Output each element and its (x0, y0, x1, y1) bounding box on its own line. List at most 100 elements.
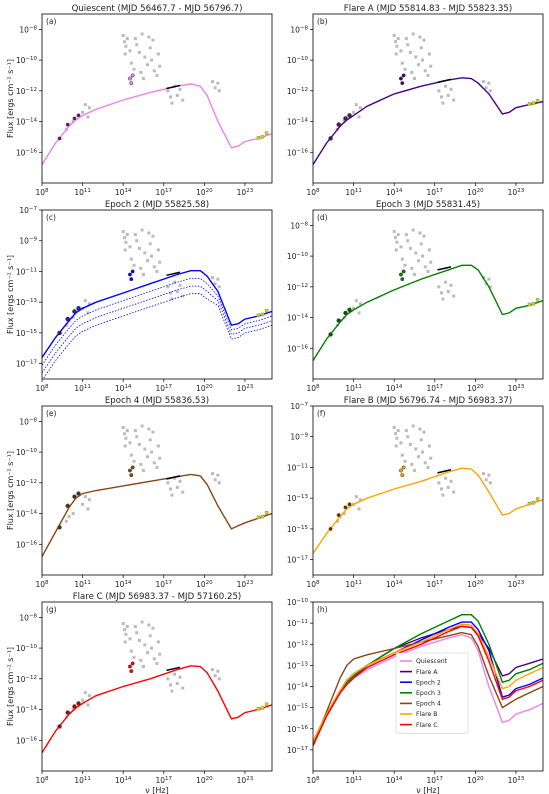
archival-point (216, 81, 220, 85)
sed-panel-2: Flare A (MJD 55814.83 - MJD 55823.35) 108… (287, 4, 544, 197)
archival-point (418, 35, 422, 39)
archival-point (87, 694, 91, 698)
panel-letter: (h) (317, 605, 328, 614)
archival-point (158, 64, 162, 68)
data-marker (328, 526, 333, 532)
archival-point (421, 450, 425, 454)
series-line-epoch-4 (313, 631, 543, 746)
archival-point (81, 502, 85, 506)
archival-point (396, 37, 400, 41)
archival-point (399, 441, 403, 445)
x-tick-label: 108 (306, 776, 320, 785)
gamma-marker (535, 298, 540, 302)
archival-point (419, 242, 423, 246)
archival-point (83, 299, 87, 303)
archival-point (487, 81, 491, 85)
archival-point (137, 442, 141, 446)
archival-point (449, 87, 453, 91)
data-marker (336, 512, 341, 518)
y-axis-label: Flux [ergs cm⁻² s⁻¹] (6, 647, 15, 726)
y-tick-label: 10−16 (16, 736, 38, 745)
archival-point (421, 254, 425, 258)
data-marker (398, 76, 403, 81)
archival-point (137, 50, 141, 54)
archival-point (403, 67, 407, 71)
archival-point (417, 63, 421, 67)
data-marker (72, 704, 77, 709)
axes-frame (312, 209, 544, 380)
y-tick-label: 10−9 (19, 237, 37, 246)
y-tick-label: 10−7 (19, 206, 37, 215)
archival-point (125, 233, 129, 237)
archival-point (87, 106, 91, 110)
archival-point (404, 233, 408, 237)
sed-panel-6: Flare B (MJD 56796.74 - MJD 56983.37) 108… (287, 396, 544, 589)
x-tick-label: 1014 (115, 384, 132, 393)
archival-point (408, 246, 412, 250)
archival-point (123, 248, 127, 252)
x-tick-label: 108 (306, 188, 320, 197)
x-tick-label: 108 (306, 384, 320, 393)
archival-point (175, 289, 179, 293)
archival-point (151, 626, 155, 630)
data-marker (336, 122, 341, 127)
archival-point (403, 459, 407, 463)
archival-point (86, 507, 90, 511)
y-tick-label: 10−10 (287, 598, 309, 607)
xray-segment (166, 475, 181, 480)
gamma-marker (264, 702, 269, 706)
archival-point (129, 61, 133, 65)
y-tick-label: 10−14 (16, 706, 38, 715)
archival-point (429, 64, 433, 68)
plot-area (313, 424, 543, 554)
x-tick-label: 1020 (196, 580, 213, 589)
archival-point (394, 248, 398, 252)
archival-point (83, 691, 87, 695)
archival-point (414, 447, 418, 451)
x-tick-label: 1023 (237, 776, 254, 785)
archival-point (422, 430, 426, 434)
archival-point (487, 473, 491, 477)
data-marker (127, 468, 132, 473)
archival-point (452, 98, 456, 102)
archival-point (71, 512, 75, 516)
archival-point (156, 248, 160, 252)
plot-area (313, 228, 543, 361)
archival-point (151, 38, 155, 42)
archival-point (147, 231, 151, 235)
series-model-variant (42, 293, 272, 379)
x-tick-label: 1014 (115, 580, 132, 589)
data-marker (130, 269, 135, 274)
sed-panel-3: Epoch 2 (MJD 55825.58) 108 1011 1014 1017 102… (6, 200, 273, 393)
y-tick-label: 10−17 (287, 746, 309, 755)
series-line-epoch-3 (313, 264, 543, 361)
y-tick-label: 10−13 (287, 494, 309, 503)
y-axis-label: Flux [ergs cm⁻² s⁻¹] (6, 451, 15, 530)
series-line-flare-a (313, 77, 543, 165)
archival-point (178, 87, 182, 91)
archival-point (124, 44, 128, 48)
y-tick-label: 10−11 (287, 463, 308, 472)
archival-point (125, 625, 129, 629)
archival-point (83, 495, 87, 499)
archival-point (406, 435, 410, 439)
data-marker (401, 465, 406, 470)
x-tick-label: 1011 (74, 580, 91, 589)
archival-point (175, 485, 179, 489)
xray-segment (437, 469, 452, 474)
archival-point (422, 234, 426, 238)
archival-point (452, 294, 456, 298)
archival-point (170, 689, 174, 693)
y-axis-label: Flux [ergs cm⁻² s⁻¹] (6, 59, 15, 138)
archival-point (357, 311, 361, 315)
archival-point (419, 46, 423, 50)
x-tick-label: 1020 (196, 384, 213, 393)
archival-point (123, 432, 127, 436)
archival-point (158, 260, 162, 264)
archival-point (484, 86, 488, 90)
gamma-marker (527, 501, 532, 506)
archival-point (217, 89, 221, 93)
x-tick-label: 108 (35, 580, 49, 589)
y-tick-label: 10−10 (16, 56, 38, 65)
x-tick-label: 1017 (155, 580, 172, 589)
